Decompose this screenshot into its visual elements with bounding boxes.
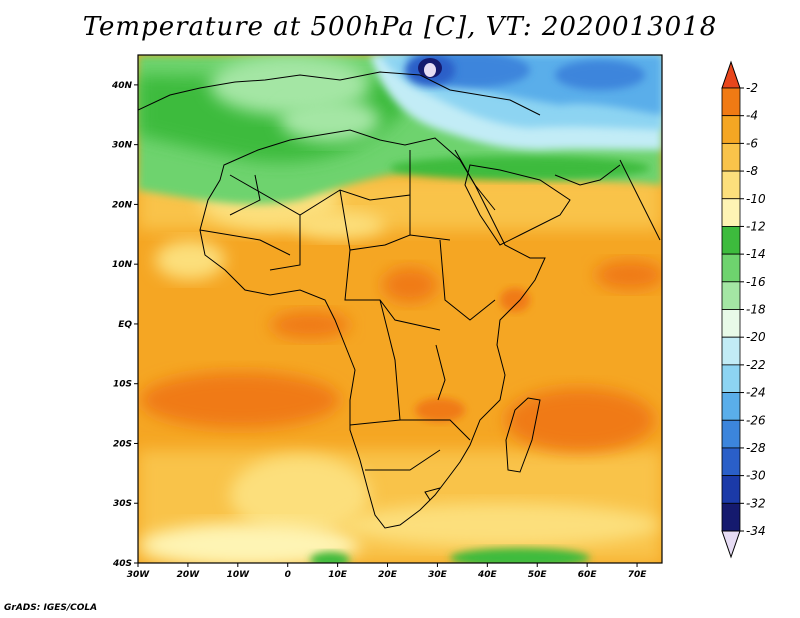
grads-credit: GrADS: IGES/COLA [4,603,98,613]
colorbar-label: -6 [746,136,758,150]
colorbar-segment [721,309,741,338]
lon-tick-label: 10W [227,570,251,580]
colorbar-segment [721,364,741,393]
colorbar-label: -14 [746,247,766,261]
colorbar-label: -20 [746,330,766,344]
lat-tick-label: 40N [111,81,133,91]
axis-ticks: 30W 20W 10W 0 10E 20E 30E 40E 50E 60E 70E 40N 30N 20N… [111,81,647,580]
colorbar-segment [721,87,741,117]
colorbar-segment [721,226,741,255]
lon-tick-label: 30E [428,570,448,580]
colorbar-segment [721,336,741,366]
colorbar-label: -12 [746,219,766,233]
temperature-field [138,55,662,563]
colorbar-bottom-arrow [721,530,741,559]
colorbar-label: -28 [746,441,766,455]
colorbar-segment [721,253,741,283]
lon-tick-label: 0 [285,570,291,580]
colorbar-top-arrow [721,60,741,89]
colorbar-segment [721,502,741,532]
lat-tick-label: EQ [118,320,132,330]
colorbar-segment [721,115,741,144]
colorbar-label: -2 [746,81,758,95]
lon-tick-label: 10E [328,570,348,580]
colorbar-label: -16 [746,275,766,289]
lat-tick-label: 40S [112,559,132,569]
lon-tick-label: 20W [177,570,201,580]
lat-tick-label: 10N [112,260,133,270]
colorbar-segment [721,198,741,227]
colorbar-segment [721,142,741,172]
lat-tick-label: 10S [113,380,132,390]
colorbar-label: -30 [746,469,766,483]
colorbar-label: -18 [746,303,766,317]
colorbar: -2 -4 -6 -8 -10 -12 -14 -16 -18 -20 -22 -24 -26 -28 -3… [721,60,766,559]
colorbar-label: -8 [746,164,758,178]
colorbar-label: -22 [746,358,766,372]
lon-tick-label: 40E [477,570,498,580]
colorbar-segment [721,170,741,200]
colorbar-segment [721,281,741,310]
colorbar-label: -24 [746,386,766,400]
colorbar-segment [721,475,741,504]
colorbar-label: -4 [746,109,758,123]
lon-tick-label: 70E [628,570,648,580]
lat-tick-label: 20S [113,439,132,449]
colorbar-segment [721,419,741,449]
map-title: Temperature at 500hPa [C], VT: 202001301… [82,12,718,42]
lon-tick-label: 20E [378,570,398,580]
lat-tick-label: 30N [112,141,133,151]
colorbar-label: -32 [746,496,766,510]
lon-tick-label: 60E [578,570,598,580]
lat-tick-label: 30S [113,499,132,509]
coastlines [138,71,661,529]
lon-tick-label: 30W [127,570,151,580]
colorbar-label: -10 [746,192,766,206]
lat-tick-label: 20N [112,200,133,210]
plot-frame [137,54,663,564]
lon-tick-label: 50E [528,570,548,580]
colorbar-segment [721,447,741,477]
colorbar-label: -26 [746,413,766,427]
colorbar-segment [721,392,741,421]
colorbar-label: -34 [746,524,766,538]
